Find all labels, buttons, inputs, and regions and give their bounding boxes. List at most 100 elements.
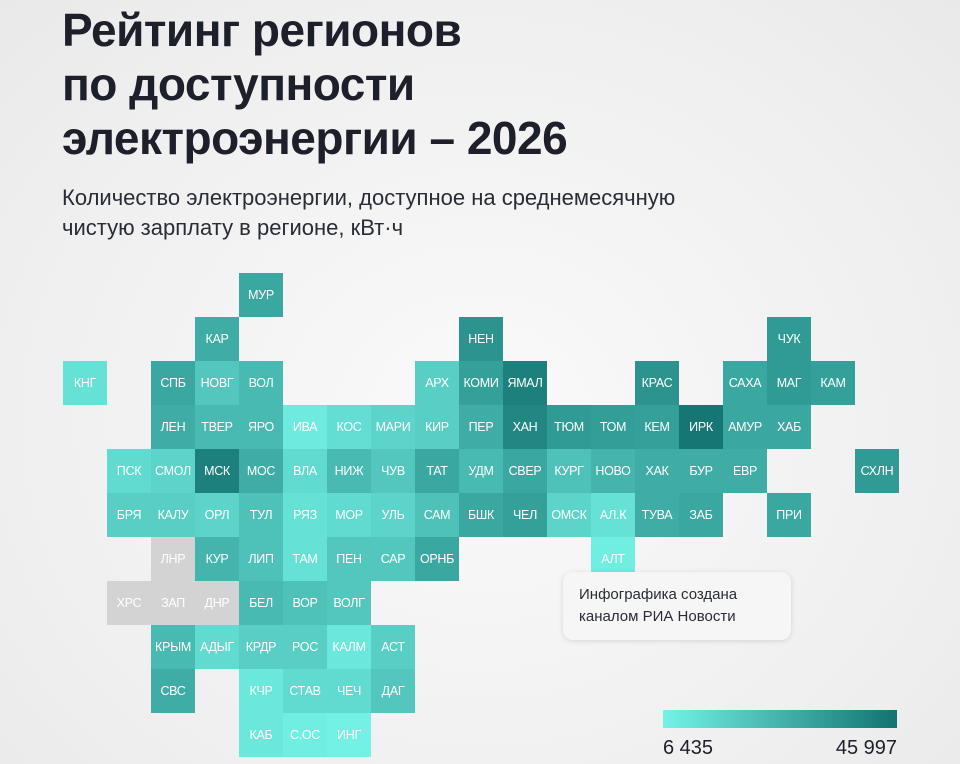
legend-max-label: 45 997 xyxy=(835,737,897,759)
title-line: электроэнергии – 2026 xyxy=(62,112,568,164)
region-tile: БЕЛ xyxy=(239,581,283,625)
region-label: ЕВР xyxy=(732,464,758,478)
region-tile: ЛИП xyxy=(239,537,283,581)
region-tile: ПСК xyxy=(107,449,151,493)
region-tile: ДНР xyxy=(195,581,239,625)
region-tile: АСТ xyxy=(371,625,415,669)
region-tile: НОВО xyxy=(591,449,635,493)
region-label: КЧР xyxy=(249,684,273,698)
region-tile: КРАС xyxy=(635,361,679,405)
region-label: ЛИП xyxy=(248,552,274,566)
region-label: МАРИ xyxy=(375,420,411,434)
region-tile: ЯРО xyxy=(239,405,283,449)
region-tile: ЕВР xyxy=(723,449,767,493)
region-label: ЧЕЛ xyxy=(513,508,537,522)
region-tile: КЧР xyxy=(239,669,283,713)
region-tile: НЕН xyxy=(459,317,503,361)
annotation-line: Инфографика создана xyxy=(579,586,738,603)
region-tile: РЯЗ xyxy=(283,493,327,537)
region-label: АДЫГ xyxy=(200,640,234,654)
region-tile: ЗАБ xyxy=(679,493,723,537)
region-label: СПБ xyxy=(160,376,186,390)
region-tile: ЯМАЛ xyxy=(503,361,547,405)
region-label: НОВО xyxy=(595,464,631,478)
region-label: ХАБ xyxy=(777,420,801,434)
region-label: ЧУВ xyxy=(381,464,405,478)
region-label: БЕЛ xyxy=(249,596,273,610)
region-tile: АМУР xyxy=(723,405,767,449)
region-label: ХАН xyxy=(512,420,538,434)
region-tile: СВЕР xyxy=(503,449,547,493)
region-label: НЕН xyxy=(468,332,494,346)
region-tile: АДЫГ xyxy=(195,625,239,669)
region-tile: ЛНР xyxy=(151,537,195,581)
region-tile: ХРС xyxy=(107,581,151,625)
region-tile: ЧУВ xyxy=(371,449,415,493)
region-label: ЧЕЧ xyxy=(336,684,362,698)
region-label: ЗАП xyxy=(161,596,185,610)
region-tile: КАМ xyxy=(811,361,855,405)
region-label: ПСК xyxy=(116,464,142,478)
region-label: МАГ xyxy=(776,376,802,390)
region-tile: ТАТ xyxy=(415,449,459,493)
region-label: АСТ xyxy=(381,640,405,654)
region-label: ПЕН xyxy=(336,552,362,566)
region-label: АРХ xyxy=(425,376,449,390)
region-label: ВОЛГ xyxy=(333,596,365,610)
region-tile: КРЫМ xyxy=(151,625,195,669)
region-label: ИНГ xyxy=(337,728,361,742)
region-tile: ВОЛГ xyxy=(327,581,371,625)
annotation-line: каналом РИА Новости xyxy=(579,608,736,625)
title-line: Рейтинг регионов xyxy=(62,4,462,56)
region-label: КАБ xyxy=(249,728,273,742)
region-tile: СВС xyxy=(151,669,195,713)
region-tile: МОС xyxy=(239,449,283,493)
region-label: РЯЗ xyxy=(293,508,317,522)
region-tile: ИРК xyxy=(679,405,723,449)
region-tile: СХЛН xyxy=(855,449,899,493)
region-label: КИР xyxy=(425,420,449,434)
region-tile: ПЕР xyxy=(459,405,503,449)
region-tile: РОС xyxy=(283,625,327,669)
region-label: БРЯ xyxy=(116,508,142,522)
region-label: МСК xyxy=(204,464,230,478)
region-tile: БУР xyxy=(679,449,723,493)
region-label: НОВГ xyxy=(200,376,234,390)
region-label: БШК xyxy=(467,508,495,522)
region-label: КАМ xyxy=(820,376,846,390)
region-label: ТЮМ xyxy=(554,420,584,434)
region-label: ЛНР xyxy=(160,552,186,566)
region-tile: МОР xyxy=(327,493,371,537)
region-tile: СМОЛ xyxy=(151,449,195,493)
region-label: ХРС xyxy=(116,596,142,610)
region-tile: НИЖ xyxy=(327,449,371,493)
region-label: ЯМАЛ xyxy=(507,376,543,390)
legend-gradient xyxy=(663,710,897,728)
region-tile: БШК xyxy=(459,493,503,537)
region-tile: ЧУК xyxy=(767,317,811,361)
region-label: КОС xyxy=(336,420,362,434)
region-tile: САХА xyxy=(723,361,767,405)
region-tile: МСК xyxy=(195,449,239,493)
region-label: С.ОС xyxy=(289,728,321,742)
subtitle-line: Количество электроэнергии, доступное на … xyxy=(62,185,676,210)
region-tile: СТАВ xyxy=(283,669,327,713)
region-tile: ТЮМ xyxy=(547,405,591,449)
region-tile: УЛЬ xyxy=(371,493,415,537)
region-label: СВС xyxy=(160,684,186,698)
region-tile: МУР xyxy=(239,273,283,317)
region-label: ИРК xyxy=(689,420,713,434)
region-label: КАЛМ xyxy=(332,640,366,654)
region-label: ТУВА xyxy=(641,508,673,522)
region-label: КНГ xyxy=(73,376,97,390)
region-label: СВЕР xyxy=(508,464,542,478)
region-tile: САМ xyxy=(415,493,459,537)
region-label: ОМСК xyxy=(551,508,587,522)
region-tile: ОМСК xyxy=(547,493,591,537)
region-tile: УДМ xyxy=(459,449,503,493)
region-tile: КОС xyxy=(327,405,371,449)
region-label: СМОЛ xyxy=(155,464,191,478)
region-tile: КАБ xyxy=(239,713,283,757)
region-label: ОРЛ xyxy=(204,508,230,522)
region-label: ТОМ xyxy=(599,420,627,434)
